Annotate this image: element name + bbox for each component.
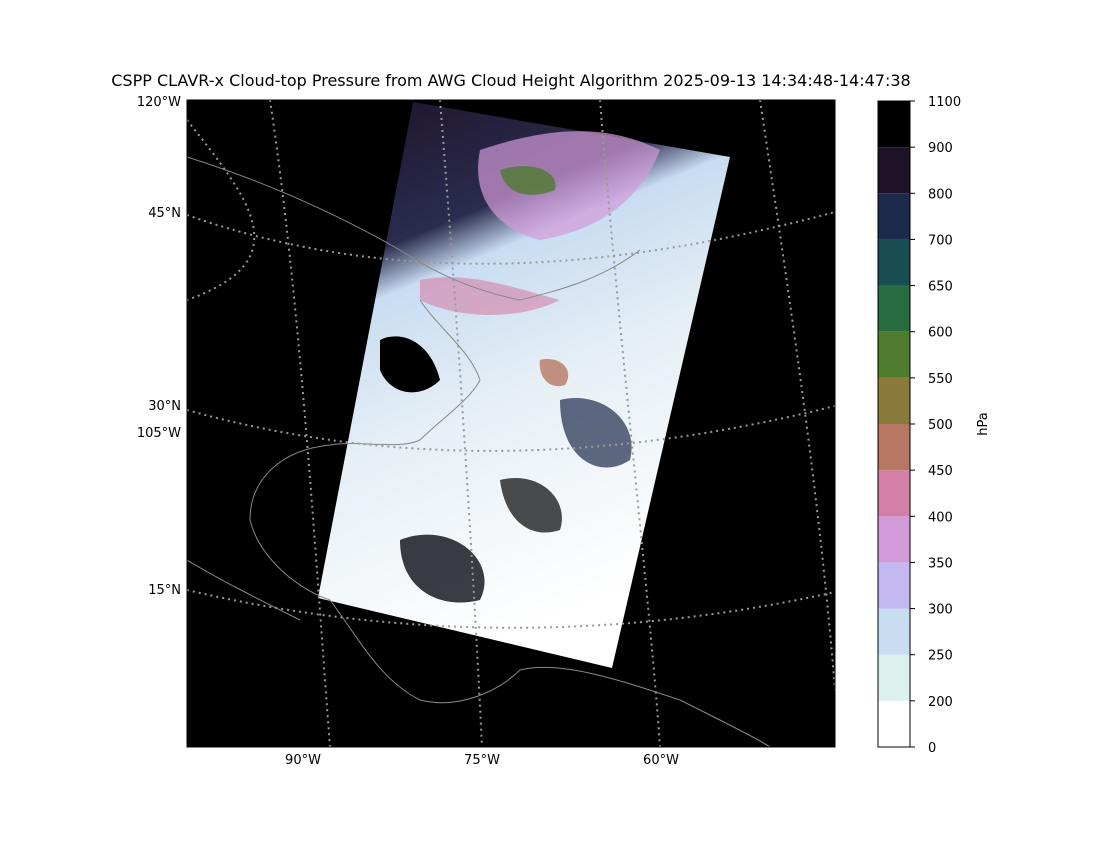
colorbar-bin (878, 239, 910, 286)
colorbar-tick-label: 600 (928, 326, 953, 341)
colorbar-bin (878, 285, 910, 332)
colorbar-tick-label: 250 (928, 649, 953, 664)
colorbar: 0 200 250 300 350 400 450 500 550 600 650 700 800 900… (877, 95, 961, 756)
colorbar-tick-label: 900 (928, 141, 953, 156)
coastlines (187, 156, 771, 747)
colorbar-tick-label: 200 (928, 695, 953, 710)
colorbar-tick-label: 450 (928, 464, 953, 479)
colorbar-tick-label: 300 (928, 603, 953, 618)
map-area (187, 100, 835, 747)
colorbar-bin (878, 470, 910, 517)
colorbar-bin (878, 562, 910, 609)
colorbar-bin (878, 654, 910, 701)
graticule (187, 100, 835, 747)
colorbar-tick-label: 350 (928, 556, 953, 571)
colorbar-tick-label: 550 (928, 372, 953, 387)
edge-label: 105°W (137, 426, 181, 441)
satellite-swath (318, 102, 730, 668)
colorbar-bin (878, 377, 910, 424)
colorbar-bin (878, 516, 910, 563)
colorbar-tick-label: 400 (928, 510, 953, 525)
colorbar-bin (878, 424, 910, 471)
colorbar-tick-label: 500 (928, 418, 953, 433)
lon-label: 75°W (464, 753, 500, 768)
colorbar-tick-label: 800 (928, 187, 953, 202)
edge-label: 15°N (148, 583, 181, 598)
lon-label: 90°W (285, 753, 321, 768)
colorbar-tick-label: 1100 (928, 95, 961, 110)
colorbar-label: hPa (976, 412, 991, 435)
edge-label: 45°N (148, 206, 181, 221)
colorbar-bin (878, 700, 910, 747)
edge-label: 120°W (137, 95, 181, 110)
title: CSPP CLAVR-x Cloud-top Pressure from AWG… (111, 71, 910, 90)
colorbar-tick-label: 700 (928, 233, 953, 248)
colorbar-bin (878, 101, 910, 148)
colorbar-bin (878, 147, 910, 194)
edge-label: 30°N (148, 399, 181, 414)
cloud-patches (380, 131, 660, 603)
colorbar-tick-label: 650 (928, 280, 953, 295)
map-frame (186, 99, 836, 748)
colorbar-bin (878, 608, 910, 655)
colorbar-tick-label: 0 (928, 741, 936, 756)
colorbar-bin (878, 331, 910, 378)
lon-label: 60°W (643, 753, 679, 768)
colorbar-bin (878, 193, 910, 240)
